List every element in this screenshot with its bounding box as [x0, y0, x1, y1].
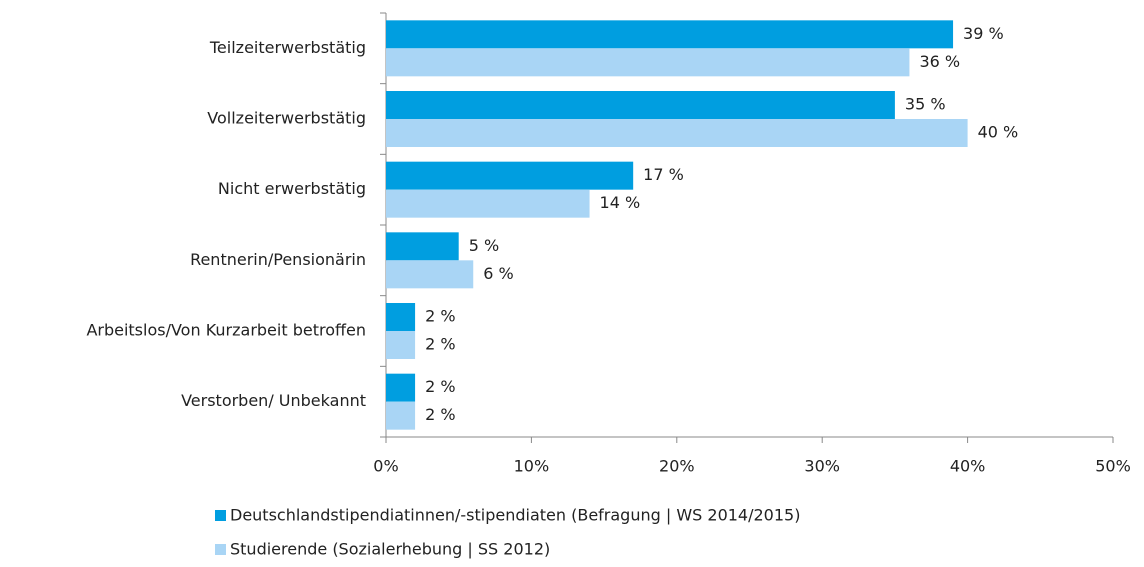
category-label: Verstorben/ Unbekannt — [181, 391, 366, 410]
bar — [386, 20, 954, 49]
x-tick-label: 30% — [804, 457, 840, 476]
data-label: 2 % — [425, 307, 455, 326]
data-label: 14 % — [600, 193, 641, 212]
legend-label: Deutschlandstipendiatinnen/-stipendiaten… — [230, 506, 800, 525]
bar — [386, 119, 968, 147]
data-label: 2 % — [425, 377, 455, 396]
category-label: Arbeitslos/Von Kurzarbeit betroffen — [86, 321, 366, 340]
bar — [386, 401, 416, 430]
bar — [386, 260, 474, 289]
data-label: 2 % — [425, 335, 455, 354]
bar — [386, 232, 459, 261]
data-label: 39 % — [963, 24, 1004, 43]
bar — [386, 161, 634, 190]
data-label: 6 % — [483, 264, 513, 283]
category-label: Rentnerin/Pensionärin — [190, 250, 366, 269]
data-label: 5 % — [469, 236, 499, 255]
data-label: 40 % — [978, 123, 1019, 142]
legend-swatch — [215, 510, 226, 521]
bar — [386, 303, 416, 331]
bar — [386, 48, 910, 77]
data-label: 2 % — [425, 405, 455, 424]
x-tick-label: 40% — [950, 457, 986, 476]
data-label: 36 % — [919, 52, 960, 71]
legend-label: Studierende (Sozialerhebung | SS 2012) — [230, 540, 550, 559]
legend-swatch — [215, 544, 226, 555]
x-tick-label: 50% — [1095, 457, 1131, 476]
bar — [386, 373, 416, 402]
x-tick-label: 20% — [659, 457, 695, 476]
bar — [386, 189, 590, 218]
x-tick-label: 0% — [373, 457, 398, 476]
bar — [386, 91, 895, 119]
x-tick-label: 10% — [514, 457, 550, 476]
data-label: 17 % — [643, 165, 684, 184]
bar — [386, 331, 416, 359]
category-label: Teilzeiterwerbstätig — [209, 38, 366, 57]
data-label: 35 % — [905, 95, 946, 114]
category-label: Nicht erwerbstätig — [218, 179, 366, 198]
category-label: Vollzeiterwerbstätig — [207, 109, 366, 128]
